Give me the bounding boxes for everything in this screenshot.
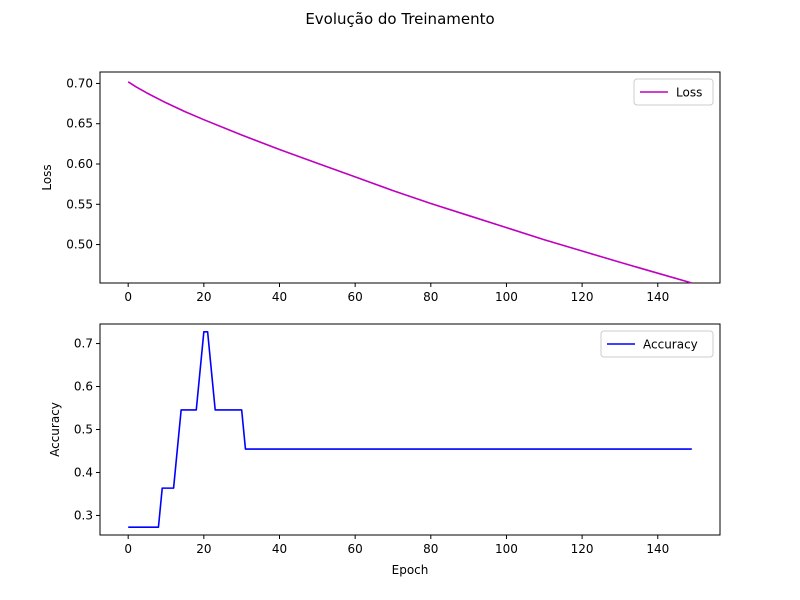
accuracy-chart-marks: 0 20 40 60 80 100 120 140 0.3 0.4 0.5 0.6 0.7 Accurac… (74, 330, 714, 556)
accuracy-x-tick-label: 120 (571, 542, 594, 556)
loss-x-tick-label: 100 (495, 290, 518, 304)
loss-y-tick-label: 0.60 (66, 157, 93, 171)
loss-y-tick-label: 0.50 (66, 238, 93, 252)
accuracy-y-tick-label: 0.7 (74, 337, 93, 351)
accuracy-y-axis-label: Accuracy (48, 402, 62, 457)
loss-x-tick-label: 120 (571, 290, 594, 304)
accuracy-y-tick-label: 0.3 (74, 508, 93, 522)
accuracy-legend-label: Accuracy (643, 338, 698, 352)
loss-y-tick-label: 0.65 (66, 117, 93, 131)
loss-y-tick-label: 0.55 (66, 197, 93, 211)
accuracy-x-tick-label: 100 (495, 542, 518, 556)
loss-plot-area (99, 71, 721, 284)
loss-y-axis-label: Loss (40, 164, 54, 190)
accuracy-y-tick-label: 0.4 (74, 465, 93, 479)
loss-chart-marks: 0 20 40 60 80 100 120 140 0.50 0.55 0.60 0.65 0.70 Lo… (66, 76, 714, 304)
accuracy-x-axis-label: Epoch (392, 563, 429, 577)
loss-legend-box (633, 78, 714, 106)
accuracy-x-tick-label: 40 (272, 542, 287, 556)
loss-x-tick-label: 60 (348, 290, 363, 304)
loss-chart: 0 20 40 60 80 100 120 140 0.50 0.55 0.60 0.65 0.70 Lo… (40, 71, 721, 304)
accuracy-x-tick-label: 20 (196, 542, 211, 556)
loss-series-line (127, 81, 693, 284)
loss-x-tick-label: 140 (646, 290, 669, 304)
accuracy-x-tick-label: 140 (646, 542, 669, 556)
loss-y-tick-label: 0.70 (66, 76, 93, 90)
accuracy-x-tick-label: 60 (348, 542, 363, 556)
accuracy-y-tick-label: 0.6 (74, 380, 93, 394)
loss-x-tick-label: 80 (423, 290, 438, 304)
loss-x-tick-label: 20 (196, 290, 211, 304)
accuracy-x-tick-label: 0 (124, 542, 132, 556)
accuracy-series-line (128, 331, 692, 528)
loss-x-tick-label: 40 (272, 290, 287, 304)
accuracy-chart: 0 20 40 60 80 100 120 140 0.3 0.4 0.5 0.6 0.7 Accurac… (48, 323, 721, 577)
accuracy-y-tick-label: 0.5 (74, 423, 93, 437)
figure-title: Evolução do Treinamento (305, 10, 494, 28)
accuracy-x-tick-label: 80 (423, 542, 438, 556)
loss-x-tick-label: 0 (124, 290, 132, 304)
accuracy-legend-box (600, 330, 714, 358)
loss-legend-label: Loss (676, 86, 702, 100)
